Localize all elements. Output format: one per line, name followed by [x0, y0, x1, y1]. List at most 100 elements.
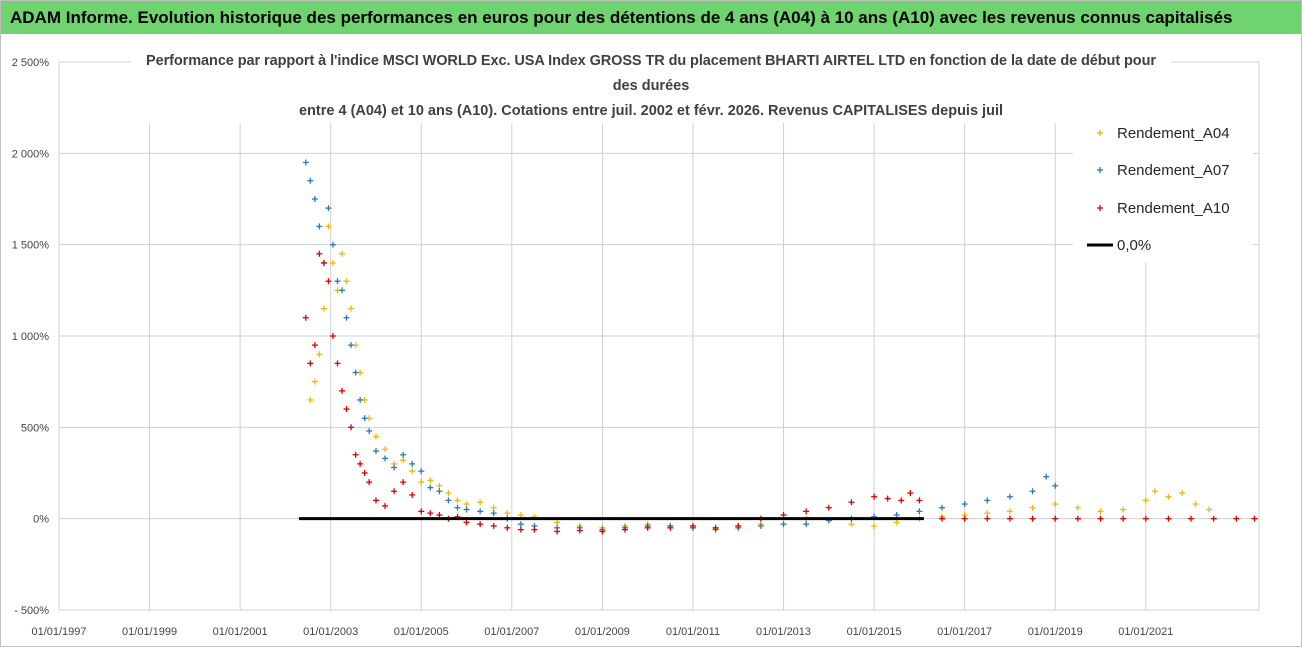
y-tick-label: 500%: [21, 422, 49, 434]
legend-entry: Rendement_A10: [1097, 200, 1230, 217]
point-rendement-a10: [1165, 515, 1172, 522]
point-rendement-a10: [1074, 515, 1081, 522]
point-rendement-a10: [436, 512, 443, 519]
point-rendement-a04: [382, 446, 389, 453]
point-rendement-a10: [825, 504, 832, 511]
point-rendement-a10: [712, 524, 719, 531]
x-axis-ticks: 01/01/1997 01/01/1999 01/01/2001 01/01/2003…: [31, 626, 1173, 638]
point-rendement-a10: [348, 424, 355, 431]
point-rendement-a07: [352, 369, 359, 376]
point-rendement-a10: [329, 333, 336, 339]
point-rendement-a10: [372, 497, 379, 504]
point-rendement-a07: [1052, 482, 1059, 489]
x-tick-label: 01/01/2009: [575, 626, 630, 638]
legend-background: [1073, 113, 1253, 263]
point-rendement-a07: [454, 504, 461, 511]
point-rendement-a04: [1142, 497, 1149, 504]
point-rendement-a10: [343, 406, 350, 413]
y-tick-label: - 500%: [14, 605, 49, 617]
x-tick-label: 01/01/2019: [1028, 626, 1083, 638]
point-rendement-a10: [1120, 515, 1127, 522]
x-tick-label: 01/01/2017: [937, 626, 992, 638]
point-rendement-a10: [302, 314, 309, 321]
point-rendement-a07: [916, 508, 923, 515]
x-tick-label: 01/01/2015: [847, 626, 902, 638]
point-rendement-a04: [1097, 508, 1104, 515]
point-rendement-a04: [1074, 504, 1081, 511]
point-rendement-a10: [320, 259, 327, 266]
point-rendement-a07: [391, 464, 398, 471]
point-rendement-a10: [361, 470, 368, 476]
point-rendement-a04: [871, 522, 878, 529]
x-tick-label: 01/01/1999: [122, 626, 177, 638]
point-rendement-a07: [316, 223, 323, 230]
point-rendement-a07: [445, 497, 452, 504]
point-rendement-a10: [1052, 515, 1059, 522]
point-rendement-a04: [848, 521, 855, 528]
point-rendement-a07: [517, 521, 524, 528]
point-rendement-a10: [1210, 515, 1217, 522]
point-rendement-a10: [780, 512, 787, 519]
point-rendement-a07: [961, 501, 968, 508]
y-tick-label: 0%: [33, 514, 49, 526]
point-rendement-a10: [409, 491, 416, 498]
point-rendement-a04: [400, 457, 407, 464]
point-rendement-a10: [961, 515, 968, 522]
point-rendement-a07: [477, 508, 484, 515]
point-rendement-a04: [984, 510, 991, 517]
y-axis-ticks: - 500% 0% 500% 1 000% 1 500% 2 000% 2 500%: [12, 57, 50, 617]
point-rendement-a10: [689, 522, 696, 529]
data-points: [299, 159, 1258, 535]
point-rendement-a10: [517, 526, 524, 533]
point-rendement-a04: [1192, 501, 1199, 508]
point-rendement-a10: [1097, 515, 1104, 522]
point-rendement-a10: [357, 460, 364, 467]
point-rendement-a07: [463, 506, 470, 513]
point-rendement-a10: [622, 526, 629, 533]
point-rendement-a04: [1165, 493, 1172, 500]
point-rendement-a07: [400, 451, 407, 458]
point-rendement-a10: [391, 488, 398, 495]
point-rendement-a10: [400, 479, 407, 486]
point-rendement-a04: [436, 482, 443, 489]
point-rendement-a07: [893, 512, 900, 519]
point-rendement-a10: [898, 497, 905, 504]
point-rendement-a07: [334, 278, 341, 285]
legend-label: Rendement_A07: [1117, 162, 1230, 179]
point-rendement-a10: [477, 521, 484, 528]
point-rendement-a10: [554, 528, 561, 535]
point-rendement-a10: [1233, 515, 1240, 522]
chart-title: Performance par rapport à l'indice MSCI …: [131, 45, 1171, 123]
point-rendement-a07: [372, 448, 379, 455]
legend-entry: 0,0%: [1087, 237, 1151, 254]
point-rendement-a10: [504, 524, 511, 531]
x-tick-label: 01/01/2001: [213, 626, 268, 638]
x-tick-label: 01/01/1997: [31, 626, 86, 638]
point-rendement-a04: [445, 490, 452, 497]
point-rendement-a07: [339, 287, 346, 294]
point-rendement-a07: [1043, 473, 1050, 480]
y-tick-label: 1 000%: [12, 331, 50, 343]
point-rendement-a04: [517, 512, 524, 519]
point-rendement-a04: [1151, 488, 1158, 495]
point-rendement-a07: [366, 427, 373, 434]
point-rendement-a04: [343, 278, 350, 285]
point-rendement-a04: [1006, 508, 1013, 515]
point-rendement-a10: [311, 342, 318, 349]
point-rendement-a04: [427, 477, 434, 484]
point-rendement-a10: [1006, 515, 1013, 522]
point-rendement-a07: [343, 314, 350, 321]
point-rendement-a04: [316, 351, 323, 358]
point-rendement-a04: [893, 519, 900, 526]
point-rendement-a10: [884, 495, 891, 502]
point-rendement-a04: [1179, 490, 1186, 497]
legend-entry: Rendement_A04: [1097, 125, 1230, 142]
point-rendement-a10: [735, 522, 742, 529]
legend-label: Rendement_A10: [1117, 200, 1230, 217]
point-rendement-a10: [307, 360, 314, 367]
x-tick-label: 01/01/2013: [756, 626, 811, 638]
y-tick-label: 2 000%: [12, 148, 50, 160]
point-rendement-a04: [372, 433, 379, 440]
